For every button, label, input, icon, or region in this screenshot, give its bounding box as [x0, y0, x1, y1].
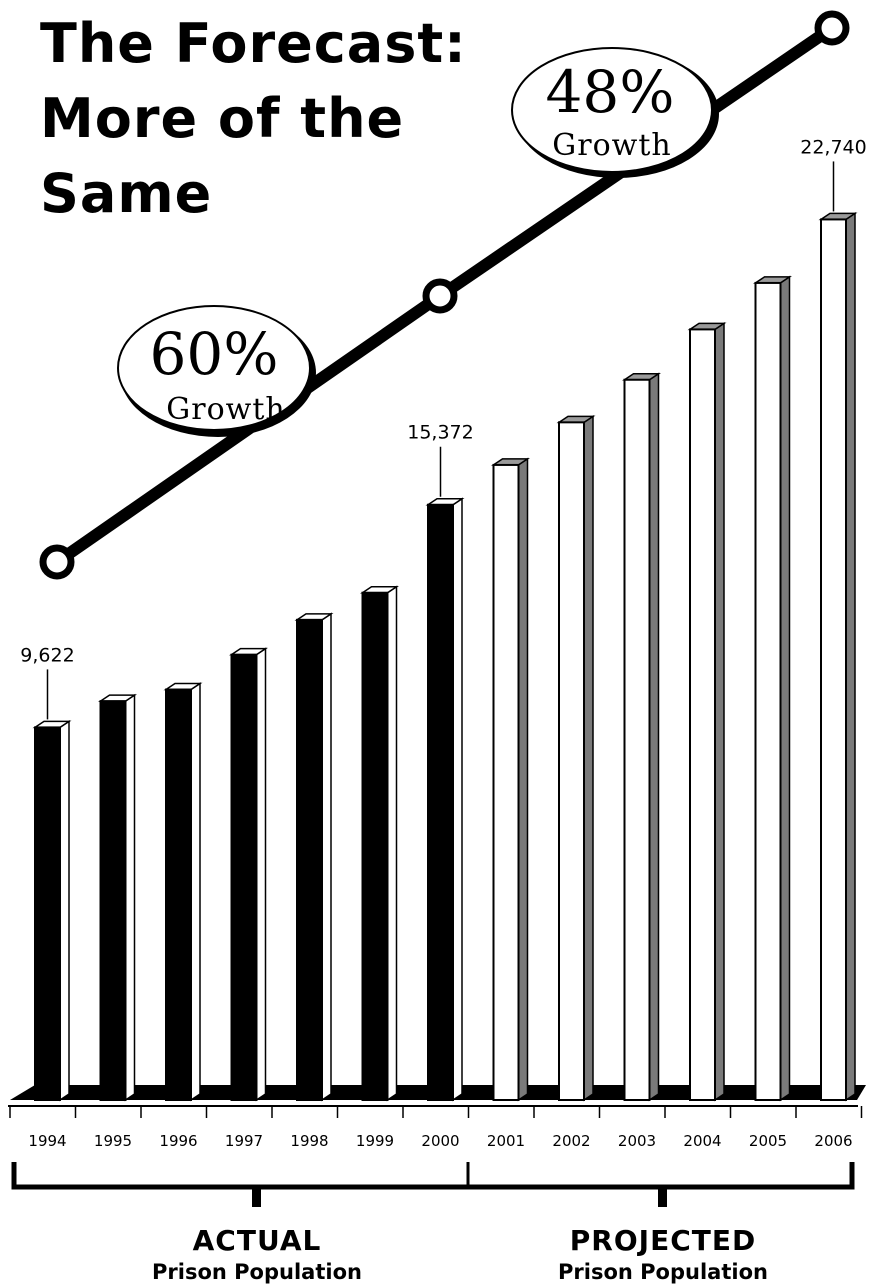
- x-axis: 1994 1995 1996 1997 1998 1999 2000 2001 2002 2003…: [9, 1106, 863, 1150]
- data-label-2000: 15,372: [407, 422, 474, 497]
- bar-2006: [818, 212, 858, 1102]
- tick-label-2004: 2004: [683, 1132, 721, 1150]
- tick-label-2000: 2000: [421, 1132, 459, 1150]
- bar-2003: [622, 372, 661, 1102]
- tick-label-1995: 1995: [94, 1132, 132, 1150]
- group-projected: PROJECTED Prison Population: [558, 1224, 768, 1284]
- bar-1998: [294, 612, 334, 1102]
- tick-label-1994: 1994: [28, 1132, 66, 1150]
- bar-1996: [163, 682, 203, 1102]
- data-label-1994: 9,622: [20, 644, 75, 720]
- growth-word-2: Growth: [552, 128, 671, 163]
- tick-label-1999: 1999: [356, 1132, 394, 1150]
- trend-node-1994: [39, 544, 75, 580]
- title-line-3: Same: [40, 162, 212, 225]
- trend-node-2006: [814, 10, 850, 46]
- tick-label-1997: 1997: [225, 1132, 263, 1150]
- data-labels: 9,622 15,372 22,740: [20, 136, 867, 720]
- tick-label-2003: 2003: [618, 1132, 656, 1150]
- growth-word-1: Growth: [166, 392, 285, 427]
- growth-bubble-1: 60% Growth: [117, 305, 316, 437]
- tick-label-1996: 1996: [159, 1132, 197, 1150]
- bar-2005: [753, 275, 792, 1102]
- bar-2004: [687, 322, 727, 1102]
- bar-series: [32, 212, 858, 1102]
- bar-1994: [32, 720, 72, 1102]
- bar-2001: [491, 457, 530, 1102]
- tick-label-2006: 2006: [814, 1132, 852, 1150]
- svg-text:22,740: 22,740: [800, 136, 866, 158]
- bar-2002: [556, 414, 596, 1102]
- growth-pct-2: 48%: [546, 58, 675, 126]
- group-actual-title: ACTUAL: [193, 1224, 322, 1257]
- group-actual-subtitle: Prison Population: [152, 1260, 362, 1284]
- svg-text:15,372: 15,372: [407, 422, 473, 444]
- growth-pct-1: 60%: [150, 320, 279, 388]
- tick-label-2001: 2001: [487, 1132, 525, 1150]
- bar-1995: [98, 693, 137, 1102]
- group-actual: ACTUAL Prison Population: [152, 1224, 362, 1284]
- tick-label-2005: 2005: [749, 1132, 787, 1150]
- group-projected-title: PROJECTED: [570, 1224, 756, 1257]
- growth-bubble-2: 48% Growth: [511, 47, 719, 178]
- bar-1997: [229, 647, 268, 1102]
- tick-label-1998: 1998: [290, 1132, 328, 1150]
- svg-text:9,622: 9,622: [20, 644, 74, 666]
- data-label-2006: 22,740: [800, 136, 867, 212]
- group-projected-subtitle: Prison Population: [558, 1260, 768, 1284]
- bar-1999: [360, 585, 399, 1102]
- bar-2000: [425, 497, 465, 1102]
- chart-title: The Forecast: More of the Same: [40, 12, 467, 225]
- group-brackets: [11, 1162, 855, 1207]
- title-line-2: More of the: [40, 87, 404, 150]
- trend-node-2000: [422, 278, 458, 314]
- title-line-1: The Forecast:: [40, 12, 467, 75]
- tick-label-2002: 2002: [552, 1132, 590, 1150]
